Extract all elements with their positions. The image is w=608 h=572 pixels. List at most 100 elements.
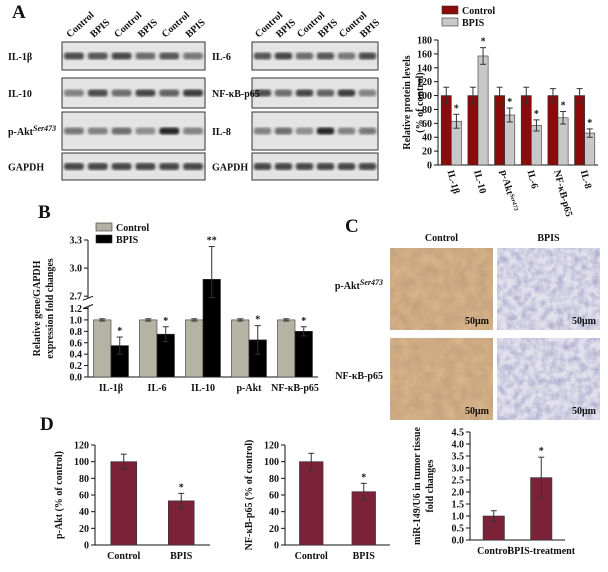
legend-swatch bbox=[95, 234, 113, 244]
blot-band bbox=[159, 127, 180, 135]
y-tick-label: 0.8 bbox=[70, 327, 83, 338]
blot-band bbox=[159, 52, 180, 60]
bar bbox=[110, 461, 137, 546]
y-axis-label: expression fold changes bbox=[45, 258, 56, 358]
error-bar bbox=[308, 452, 315, 471]
error-bar bbox=[453, 113, 460, 129]
y-tick-label: 20 bbox=[422, 147, 432, 158]
blot-band bbox=[253, 163, 272, 170]
y-tick-label: 0 bbox=[274, 541, 279, 552]
y-tick-label: 2.0 bbox=[452, 488, 465, 499]
significance-label: ** bbox=[207, 236, 217, 247]
x-tick-label: IL-6 bbox=[148, 383, 167, 394]
blot-band bbox=[337, 127, 356, 135]
blot-row-label-main: IL-6 bbox=[212, 52, 231, 63]
bar bbox=[547, 95, 559, 166]
y-tick-label: 140 bbox=[417, 63, 432, 74]
bar bbox=[440, 95, 452, 166]
bar bbox=[520, 95, 532, 166]
error-bar bbox=[283, 318, 290, 322]
blot-row-label-main: GAPDH bbox=[8, 163, 44, 174]
blot-band bbox=[63, 127, 84, 135]
blot-band bbox=[274, 127, 293, 135]
error-bar bbox=[506, 107, 513, 123]
blot-band bbox=[135, 52, 156, 60]
legend-swatch bbox=[441, 5, 459, 15]
micrograph-row-label-main: p-Akt bbox=[335, 281, 361, 292]
blot-band bbox=[274, 163, 293, 170]
y-tick-label: 0 bbox=[84, 541, 89, 552]
y-tick-label: 40 bbox=[269, 507, 279, 518]
micrograph-row-label-sup: Ser473 bbox=[360, 278, 383, 287]
error-bar bbox=[443, 86, 450, 105]
y-tick-label: 0.2 bbox=[70, 361, 83, 372]
blot-row-label: IL-6 bbox=[212, 52, 231, 63]
y-tick-label: 3.0 bbox=[70, 264, 83, 275]
x-tick-label-main: IL-10 bbox=[471, 169, 488, 195]
blot-row-label: GAPDH bbox=[8, 163, 44, 174]
y-tick-label: 160 bbox=[417, 49, 432, 60]
blot-band bbox=[358, 163, 377, 170]
blot-band bbox=[316, 52, 335, 60]
y-axis-label: Relative protein levels bbox=[402, 55, 413, 149]
x-tick-label: IL-10 bbox=[191, 383, 215, 394]
y-tick-label: 0.5 bbox=[452, 524, 465, 535]
blot-band bbox=[135, 127, 156, 135]
blot-band bbox=[87, 89, 108, 97]
blot-band bbox=[111, 163, 132, 170]
bar bbox=[574, 95, 585, 166]
y-tick-label: 100 bbox=[417, 91, 432, 102]
y-tick-label: 4.0 bbox=[452, 440, 465, 451]
legend-label: Control bbox=[462, 6, 495, 17]
error-bar bbox=[116, 336, 123, 355]
significance-label: * bbox=[179, 482, 184, 493]
scale-bar-label: 50μm bbox=[465, 406, 490, 417]
blot-band bbox=[183, 89, 204, 97]
x-tick-label: IL-6 bbox=[524, 169, 540, 190]
blot-band bbox=[111, 127, 132, 135]
bar bbox=[294, 331, 313, 378]
blot-band bbox=[111, 52, 132, 60]
significance-label: * bbox=[163, 316, 168, 327]
y-tick-label: 0.0 bbox=[70, 373, 83, 384]
y-tick-label: 0.4 bbox=[70, 350, 83, 361]
x-tick-label: p-AktSer473 bbox=[498, 169, 520, 213]
y-tick-label: 40 bbox=[422, 133, 432, 144]
blot-band bbox=[87, 127, 108, 135]
significance-label: * bbox=[255, 315, 260, 326]
blot-band bbox=[63, 89, 84, 97]
y-tick-label: 0 bbox=[427, 161, 432, 172]
blot-row-label: NF-κB-p65 bbox=[212, 89, 260, 100]
legend-label: BPIS bbox=[116, 235, 139, 246]
micrograph-row-label-main: NF-κB-p65 bbox=[335, 371, 383, 382]
error-bar bbox=[300, 326, 307, 337]
y-tick-label: 60 bbox=[422, 119, 432, 130]
y-tick-label: 0.0 bbox=[452, 536, 465, 547]
significance-label: * bbox=[361, 472, 366, 483]
bar bbox=[277, 319, 296, 378]
y-tick-label: 0.6 bbox=[70, 338, 83, 349]
bar bbox=[467, 95, 479, 166]
y-axis-label: Relative gene/GAPDH bbox=[32, 260, 43, 356]
bar bbox=[299, 461, 324, 546]
blot-panel bbox=[251, 152, 379, 181]
blot-band bbox=[274, 52, 293, 60]
blot-band bbox=[316, 89, 335, 97]
blot-row-label-main: p-Akt bbox=[8, 127, 34, 138]
y-tick-label: 1.0 bbox=[70, 315, 83, 326]
axis-break-gap bbox=[84, 298, 92, 307]
x-tick-label-sup: Ser473 bbox=[508, 193, 518, 211]
micrograph-row-label: p-AktSer473 bbox=[335, 278, 383, 292]
panel-label: A bbox=[12, 2, 26, 23]
x-tick-label: NF-κB-p65 bbox=[271, 383, 319, 394]
micrograph bbox=[497, 338, 600, 420]
legend-swatch bbox=[441, 17, 459, 27]
blot-band bbox=[135, 89, 156, 97]
significance-label: * bbox=[587, 118, 592, 129]
x-tick-label: NF-κB-p65 bbox=[551, 169, 574, 218]
blot-row-label-sup: Ser473 bbox=[33, 124, 56, 133]
y-axis-label: NF-κB-p65 (% of control) bbox=[244, 440, 255, 551]
scale-bar-label: 50μm bbox=[572, 316, 597, 327]
y-tick-label: 80 bbox=[79, 474, 89, 485]
y-tick-label: 60 bbox=[79, 491, 89, 502]
